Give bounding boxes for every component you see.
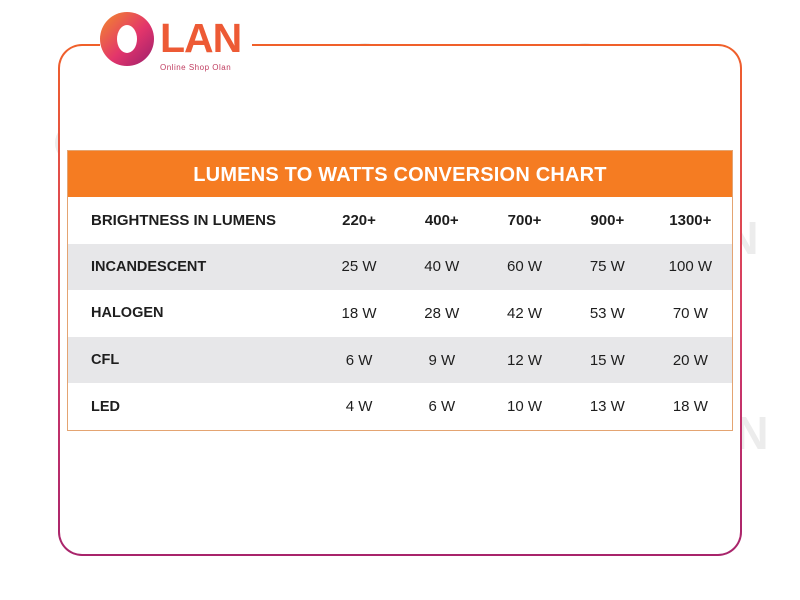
header-label: BRIGHTNESS IN LUMENS xyxy=(68,197,318,244)
column-header: 400+ xyxy=(400,197,484,244)
table-cell: 70 W xyxy=(648,290,732,337)
table-row: HALOGEN 18 W 28 W 42 W 53 W 70 W xyxy=(68,290,732,337)
row-label: CFL xyxy=(68,336,318,384)
table-cell: 18 W xyxy=(648,383,732,430)
row-label: HALOGEN xyxy=(68,290,318,337)
table-cell: 53 W xyxy=(565,290,649,337)
table-cell: 6 W xyxy=(317,336,401,384)
row-label: LED xyxy=(68,383,318,430)
conversion-chart: LUMENS TO WATTS CONVERSION CHART BRIGHTN… xyxy=(67,150,733,431)
table-cell: 28 W xyxy=(400,290,484,337)
column-header: 900+ xyxy=(565,197,649,244)
table-cell: 100 W xyxy=(648,243,732,291)
conversion-table: BRIGHTNESS IN LUMENS 220+ 400+ 700+ 900+… xyxy=(68,197,732,430)
brand-name: LAN xyxy=(160,15,242,61)
chart-title: LUMENS TO WATTS CONVERSION CHART xyxy=(68,151,732,197)
logo-text: LAN Online Shop Olan xyxy=(160,12,242,73)
table-cell: 6 W xyxy=(400,383,484,430)
brand-tagline: Online Shop Olan xyxy=(160,63,232,72)
table-row: LED 4 W 6 W 10 W 13 W 18 W xyxy=(68,383,732,430)
brand-logo: LAN Online Shop Olan xyxy=(100,12,252,72)
table-cell: 12 W xyxy=(483,336,566,384)
table-cell: 25 W xyxy=(317,243,401,291)
table-cell: 18 W xyxy=(317,290,401,337)
table-row: CFL 6 W 9 W 12 W 15 W 20 W xyxy=(68,336,732,384)
table-cell: 9 W xyxy=(400,336,484,384)
table-cell: 13 W xyxy=(565,383,649,430)
column-header: 700+ xyxy=(483,197,566,244)
table-cell: 40 W xyxy=(400,243,484,291)
table-header-row: BRIGHTNESS IN LUMENS 220+ 400+ 700+ 900+… xyxy=(68,197,732,244)
table-row: INCANDESCENT 25 W 40 W 60 W 75 W 100 W xyxy=(68,243,732,291)
table-cell: 4 W xyxy=(317,383,401,430)
row-label: INCANDESCENT xyxy=(68,243,318,291)
table-cell: 75 W xyxy=(565,243,649,291)
table-cell: 20 W xyxy=(648,336,732,384)
table-cell: 60 W xyxy=(483,243,566,291)
logo-ring-icon xyxy=(100,12,154,66)
table-cell: 10 W xyxy=(483,383,566,430)
table-cell: 15 W xyxy=(565,336,649,384)
column-header: 1300+ xyxy=(648,197,732,244)
table-cell: 42 W xyxy=(483,290,566,337)
column-header: 220+ xyxy=(317,197,401,244)
